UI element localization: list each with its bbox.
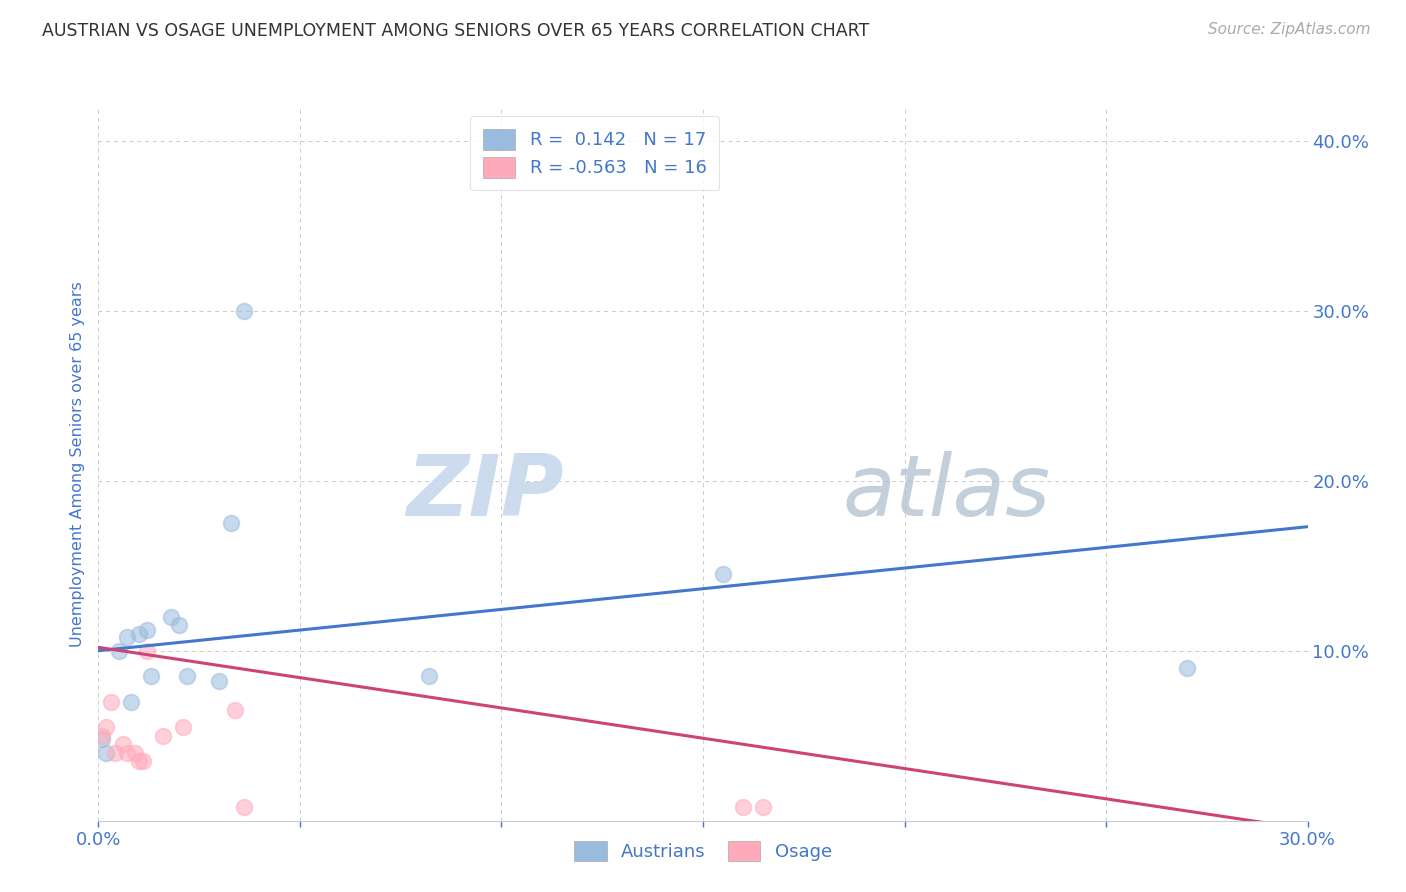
Point [752, 800, 775, 814]
Point [172, 720, 194, 734]
Point [120, 695, 142, 709]
Text: atlas: atlas [842, 450, 1050, 534]
Point [418, 669, 440, 683]
Point [115, 630, 138, 644]
Point [232, 800, 254, 814]
Point [1175, 661, 1198, 675]
Text: AUSTRIAN VS OSAGE UNEMPLOYMENT AMONG SENIORS OVER 65 YEARS CORRELATION CHART: AUSTRIAN VS OSAGE UNEMPLOYMENT AMONG SEN… [42, 22, 869, 40]
Point [128, 754, 150, 768]
Point [139, 669, 162, 683]
Point [135, 644, 157, 658]
Point [132, 754, 155, 768]
Point [176, 669, 198, 683]
Point [107, 644, 129, 658]
Point [135, 624, 157, 638]
Point [208, 674, 231, 689]
Y-axis label: Unemployment Among Seniors over 65 years: Unemployment Among Seniors over 65 years [70, 281, 86, 647]
Point [91, 729, 114, 743]
Point [733, 800, 755, 814]
Point [152, 729, 174, 743]
Legend: Austrians, Osage: Austrians, Osage [562, 828, 844, 874]
Point [221, 516, 243, 531]
Point [232, 304, 254, 318]
Point [100, 695, 122, 709]
Point [128, 626, 150, 640]
Point [111, 737, 134, 751]
Point [115, 746, 138, 760]
Point [711, 567, 734, 582]
Point [124, 746, 146, 760]
Legend: R =  0.142   N = 17, R = -0.563   N = 16: R = 0.142 N = 17, R = -0.563 N = 16 [470, 116, 720, 190]
Point [224, 703, 246, 717]
Point [91, 732, 114, 747]
Text: Source: ZipAtlas.com: Source: ZipAtlas.com [1208, 22, 1371, 37]
Text: ZIP: ZIP [406, 450, 564, 534]
Point [160, 609, 183, 624]
Point [167, 618, 190, 632]
Point [96, 746, 118, 760]
Point [103, 746, 125, 760]
Point [96, 720, 118, 734]
